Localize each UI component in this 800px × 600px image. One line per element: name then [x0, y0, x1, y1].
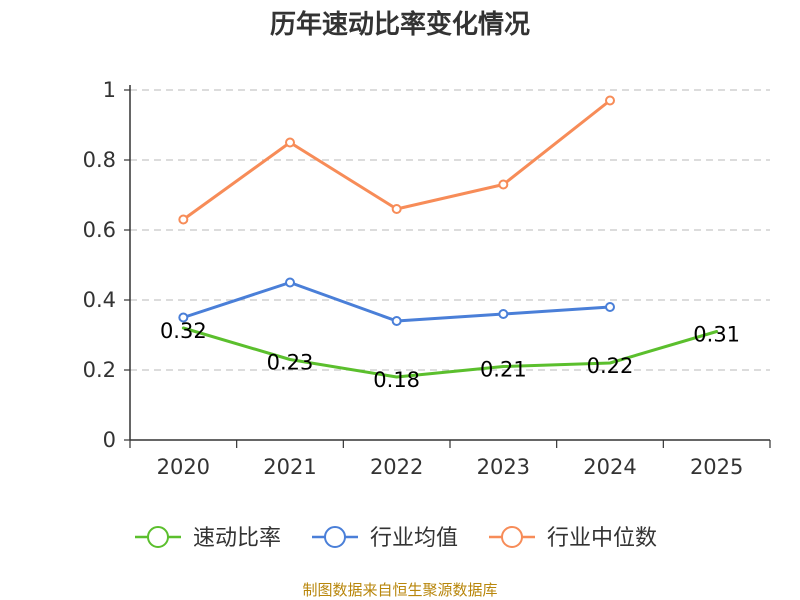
series-2-point[interactable]	[285, 277, 295, 288]
series-2-point[interactable]	[498, 309, 509, 319]
series-2-point[interactable]	[178, 312, 189, 323]
x-tick-label: 2023	[477, 455, 530, 479]
x-tick-label: 2022	[370, 455, 423, 479]
legend-label: 速动比率	[193, 526, 281, 551]
y-tick-label: 0	[103, 428, 116, 452]
data-label: 0.18	[373, 368, 420, 392]
series-3-point[interactable]	[391, 204, 402, 214]
series-2-point[interactable]	[391, 316, 402, 326]
y-tick-label: 0.4	[83, 288, 116, 312]
series-3-point[interactable]	[178, 214, 189, 225]
legend-label: 行业均值	[370, 526, 458, 551]
series-2-point[interactable]	[605, 302, 615, 312]
y-tick-label: 1	[103, 78, 116, 102]
data-label: 0.23	[267, 351, 314, 375]
legend[interactable]: 速动比率 行业均值 行业中位数	[135, 526, 657, 551]
series-line-2	[181, 281, 612, 323]
legend-label: 行业中位数	[547, 526, 657, 551]
series-lines	[178, 95, 719, 379]
legend-item-1[interactable]: 速动比率	[135, 526, 281, 551]
y-tick-label: 0.6	[83, 218, 116, 242]
data-label: 0.31	[693, 323, 740, 347]
source-note: 制图数据来自恒生聚源数据库	[302, 581, 497, 599]
x-tick-label: 2020	[157, 455, 210, 479]
grid-lines	[130, 89, 770, 371]
axes: 0 0.2 0.4 0.6 0.8 1 2020 2021 2022 2023 2024 2025	[83, 78, 771, 479]
data-label: 0.22	[587, 354, 634, 378]
legend-marker-icon	[147, 526, 169, 548]
legend-item-3[interactable]: 行业中位数	[489, 526, 657, 551]
legend-marker-icon	[501, 526, 523, 548]
chart-title: 历年速动比率变化情况	[270, 9, 530, 40]
series-3-point[interactable]	[498, 179, 509, 190]
series-3-point[interactable]	[605, 95, 615, 106]
data-label: 0.32	[160, 319, 207, 343]
legend-marker-icon	[324, 526, 346, 548]
y-tick-label: 0.2	[83, 358, 116, 382]
legend-item-2[interactable]: 行业均值	[312, 526, 458, 551]
x-tick-label: 2024	[583, 455, 636, 479]
x-tick-label: 2025	[690, 455, 743, 479]
series-line-1	[181, 326, 719, 379]
x-tick-label: 2021	[263, 455, 316, 479]
y-tick-label: 0.8	[83, 148, 116, 172]
series-3-point[interactable]	[285, 137, 295, 148]
data-label: 0.21	[480, 358, 527, 382]
data-labels: 0.32 0.23 0.18 0.21 0.22 0.31	[160, 319, 740, 392]
